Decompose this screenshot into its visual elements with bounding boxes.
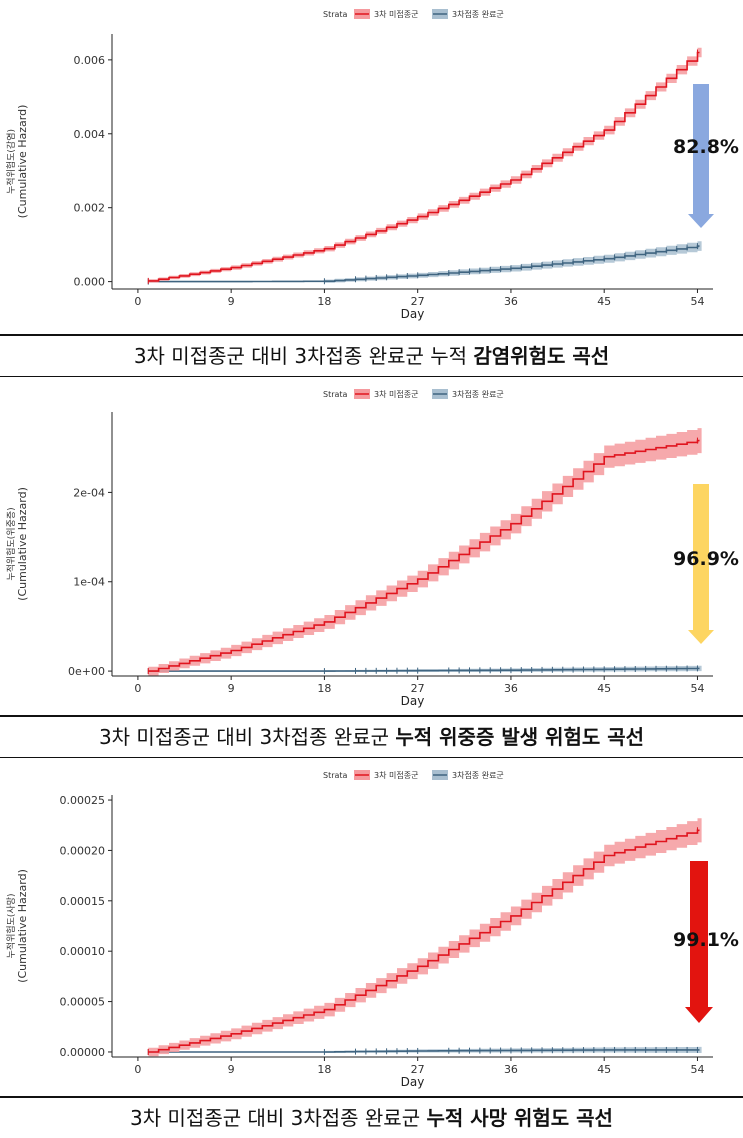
x-tick-label: 54 <box>690 682 704 695</box>
legend-label-1: 3차접종 완료군 <box>452 389 504 399</box>
reduction-arrow <box>685 861 713 1023</box>
legend-title: Strata <box>323 771 348 780</box>
legend: Strata 3차 미접종군 3차접종 완료군 <box>323 9 504 19</box>
caption-severe-bold: 누적 위중증 발생 위험도 곡선 <box>395 725 645 749</box>
caption-severe: 3차 미접종군 대비 3차접종 완료군 누적 위중증 발생 위험도 곡선 <box>0 717 743 757</box>
series-line-unvaccinated <box>148 439 700 672</box>
caption-bar-death: 3차 미접종군 대비 3차접종 완료군 누적 사망 위험도 곡선 <box>0 1096 743 1138</box>
x-tick-label: 0 <box>134 1063 141 1076</box>
y-tick-label: 1e-04 <box>73 576 105 589</box>
x-tick-label: 27 <box>411 1063 425 1076</box>
reduction-arrow <box>688 484 714 644</box>
series-line-unvaccinated <box>148 51 700 282</box>
caption-severe-normal: 3차 미접종군 대비 3차접종 완료군 <box>98 725 396 749</box>
x-axis-label: Day <box>401 694 425 708</box>
x-tick-label: 36 <box>504 682 518 695</box>
x-tick-label: 18 <box>317 1063 331 1076</box>
legend-title: Strata <box>323 10 348 19</box>
x-axis-label: Day <box>401 1075 425 1089</box>
reduction-arrow <box>688 84 714 228</box>
legend-label-1: 3차접종 완료군 <box>452 770 504 780</box>
x-tick-label: 45 <box>597 295 611 308</box>
x-axis-label: Day <box>401 307 425 321</box>
y-axis-label-korean: 누적위험도(감염) <box>5 129 17 194</box>
y-tick-label: 0.00005 <box>60 996 106 1009</box>
y-tick-label: 2e-04 <box>73 486 105 499</box>
y-tick-label: 0.00020 <box>60 844 106 857</box>
y-tick-label: 0.00015 <box>60 895 106 908</box>
caption-bar-infection: 3차 미접종군 대비 3차접종 완료군 누적 감염위험도 곡선 <box>0 334 743 377</box>
y-tick-label: 0.004 <box>74 128 106 141</box>
legend-label-0: 3차 미접종군 <box>374 770 418 780</box>
chart-panel-severe: Strata 3차 미접종군 3차접종 완료군 0e+00 1e-04 2e-04 0 9 18… <box>0 376 743 716</box>
caption-infection-normal: 3차 미접종군 대비 3차접종 완료군 누적 <box>133 344 474 368</box>
y-tick-label: 0.006 <box>74 54 106 67</box>
cumulative-hazard-chart-death: Strata 3차 미접종군 3차접종 완료군 0.00000 0.00005 0.000… <box>5 770 739 1089</box>
reduction-percentage: 99.1% <box>673 929 739 951</box>
y-axis-label-korean: 누적위험도(사망) <box>5 894 17 959</box>
legend-title: Strata <box>323 390 348 399</box>
caption-infection-bold: 감염위험도 곡선 <box>473 344 610 368</box>
y-tick-label: 0.00010 <box>60 945 106 958</box>
confidence-band-vaccinated <box>324 241 702 283</box>
x-tick-label: 0 <box>134 295 141 308</box>
x-tick-label: 18 <box>317 682 331 695</box>
y-axis-label: (Cumulative Hazard) <box>16 105 29 219</box>
chart-panel-infection: Strata 3차 미접종군 3차접종 완료군 0.000 0.002 0.004 0.00… <box>0 0 743 335</box>
chart-panel-death: Strata 3차 미접종군 3차접종 완료군 0.00000 0.00005 0.000… <box>0 757 743 1097</box>
cumulative-hazard-chart-infection: Strata 3차 미접종군 3차접종 완료군 0.000 0.002 0.004 0.00… <box>5 9 739 321</box>
legend-label-0: 3차 미접종군 <box>374 9 418 19</box>
x-tick-label: 36 <box>504 1063 518 1076</box>
x-tick-label: 27 <box>411 295 425 308</box>
confidence-band-unvaccinated <box>148 47 702 283</box>
caption-death-normal: 3차 미접종군 대비 3차접종 완료군 <box>130 1106 427 1130</box>
legend: Strata 3차 미접종군 3차접종 완료군 <box>323 389 504 399</box>
y-axis-label-korean: 누적위험도(위중증) <box>5 507 17 580</box>
x-tick-label: 18 <box>317 295 331 308</box>
x-tick-label: 54 <box>690 295 704 308</box>
y-axis-label: (Cumulative Hazard) <box>16 487 29 601</box>
x-tick-label: 27 <box>411 682 425 695</box>
x-tick-label: 54 <box>690 1063 704 1076</box>
y-axis-label: (Cumulative Hazard) <box>16 869 29 983</box>
x-tick-label: 45 <box>597 682 611 695</box>
caption-infection: 3차 미접종군 대비 3차접종 완료군 누적 감염위험도 곡선 <box>0 336 743 376</box>
x-tick-label: 36 <box>504 295 518 308</box>
legend: Strata 3차 미접종군 3차접종 완료군 <box>323 770 504 780</box>
y-tick-label: 0.00000 <box>60 1046 106 1059</box>
x-tick-label: 9 <box>228 295 235 308</box>
legend-label-1: 3차접종 완료군 <box>452 9 504 19</box>
y-tick-label: 0e+00 <box>68 665 105 678</box>
confidence-band-unvaccinated <box>148 818 702 1057</box>
reduction-percentage: 82.8% <box>673 136 739 158</box>
caption-death-bold: 누적 사망 위험도 곡선 <box>426 1106 613 1130</box>
x-tick-label: 9 <box>228 682 235 695</box>
cumulative-hazard-chart-severe: Strata 3차 미접종군 3차접종 완료군 0e+00 1e-04 2e-04 0 9 18… <box>5 389 739 708</box>
caption-death: 3차 미접종군 대비 3차접종 완료군 누적 사망 위험도 곡선 <box>0 1098 743 1138</box>
reduction-percentage: 96.9% <box>673 548 739 570</box>
x-tick-label: 45 <box>597 1063 611 1076</box>
series-line-unvaccinated <box>148 829 700 1053</box>
confidence-band-unvaccinated <box>148 428 702 676</box>
y-tick-label: 0.000 <box>74 276 106 289</box>
x-tick-label: 9 <box>228 1063 235 1076</box>
y-tick-label: 0.00025 <box>60 794 106 807</box>
y-tick-label: 0.002 <box>74 202 106 215</box>
legend-label-0: 3차 미접종군 <box>374 389 418 399</box>
caption-bar-severe: 3차 미접종군 대비 3차접종 완료군 누적 위중증 발생 위험도 곡선 <box>0 715 743 758</box>
x-tick-label: 0 <box>134 682 141 695</box>
